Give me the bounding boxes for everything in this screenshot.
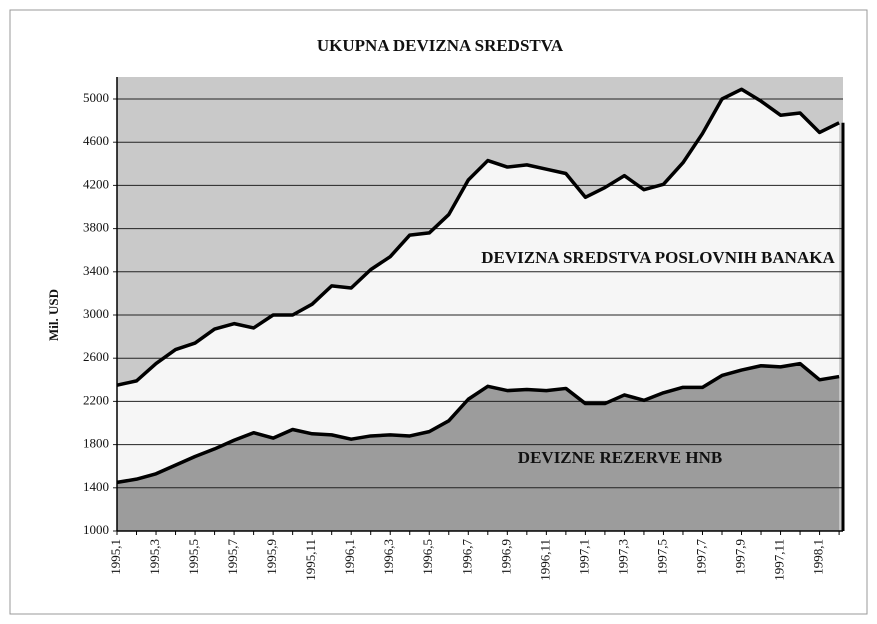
- x-tick-label: 1997,5: [654, 539, 669, 575]
- y-tick-label: 4200: [83, 176, 109, 191]
- y-tick-label: 3800: [83, 220, 109, 235]
- x-tick-label: 1996,7: [459, 539, 474, 575]
- x-tick-label: 1996,11: [537, 539, 552, 581]
- x-tick-label: 1996,9: [498, 539, 513, 575]
- area-line: [116, 87, 840, 387]
- x-tick-label: 1997,3: [615, 539, 630, 575]
- frame: [9, 9, 868, 615]
- area-line: [116, 361, 840, 485]
- x-tick-label: 1997,1: [576, 539, 591, 575]
- y-tick-label: 2200: [83, 392, 109, 407]
- x-tick-label: 1997,11: [772, 539, 787, 581]
- x-tick-label: 1996,3: [381, 539, 396, 575]
- y-tick-label: 2600: [83, 349, 109, 364]
- x-tick-label: 1995,11: [303, 539, 318, 581]
- y-tick-label: 3400: [83, 263, 109, 278]
- x-tick-label: 1995,7: [225, 539, 240, 575]
- y-tick-label: 1000: [83, 522, 109, 537]
- series-label: DEVIZNA SREDSTVA POSLOVNIH BANAKA: [481, 248, 835, 267]
- x-tick-label: 1995,3: [147, 539, 162, 575]
- area-fill: [117, 89, 840, 483]
- x-tick-label: 1996,1: [342, 539, 357, 575]
- x-tick-label: 1997,7: [693, 539, 708, 575]
- x-tick-label: 1997,9: [733, 539, 748, 575]
- x-tick-label: 1995,1: [108, 539, 123, 575]
- y-tick-label: 4600: [83, 133, 109, 148]
- x-tick-label: 1995,5: [186, 539, 201, 575]
- y-tick-label: 5000: [83, 90, 109, 105]
- y-axis-label: Mil. USD: [46, 289, 61, 341]
- y-tick-label: 1800: [83, 436, 109, 451]
- x-tick-label: 1995,9: [264, 539, 279, 575]
- series-label: DEVIZNE REZERVE HNB: [517, 448, 723, 467]
- y-tick-label: 3000: [83, 306, 109, 321]
- chart-title: UKUPNA DEVIZNA SREDSTVA: [317, 36, 564, 55]
- y-tick-label: 1400: [83, 479, 109, 494]
- x-tick-label: 1998,1: [811, 539, 826, 575]
- x-tick-label: 1996,5: [420, 539, 435, 575]
- area-fill: [117, 363, 840, 531]
